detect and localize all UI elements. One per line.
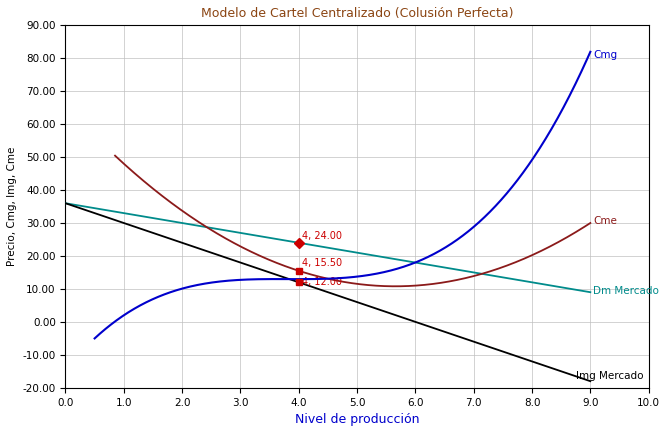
- Text: Img Mercado: Img Mercado: [576, 371, 643, 381]
- Text: Dm Mercado: Dm Mercado: [593, 285, 659, 296]
- Title: Modelo de Cartel Centralizado (Colusión Perfecta): Modelo de Cartel Centralizado (Colusión …: [201, 7, 513, 20]
- Text: 4, 15.50: 4, 15.50: [302, 259, 342, 268]
- X-axis label: Nivel de producción: Nivel de producción: [295, 413, 419, 426]
- Text: Cmg: Cmg: [593, 50, 618, 60]
- Text: 4, 12.00: 4, 12.00: [302, 277, 341, 287]
- Text: 4, 24.00: 4, 24.00: [302, 231, 341, 241]
- Y-axis label: Precio, Cmg, Img, Cme: Precio, Cmg, Img, Cme: [7, 147, 17, 266]
- Text: Cme: Cme: [593, 216, 617, 226]
